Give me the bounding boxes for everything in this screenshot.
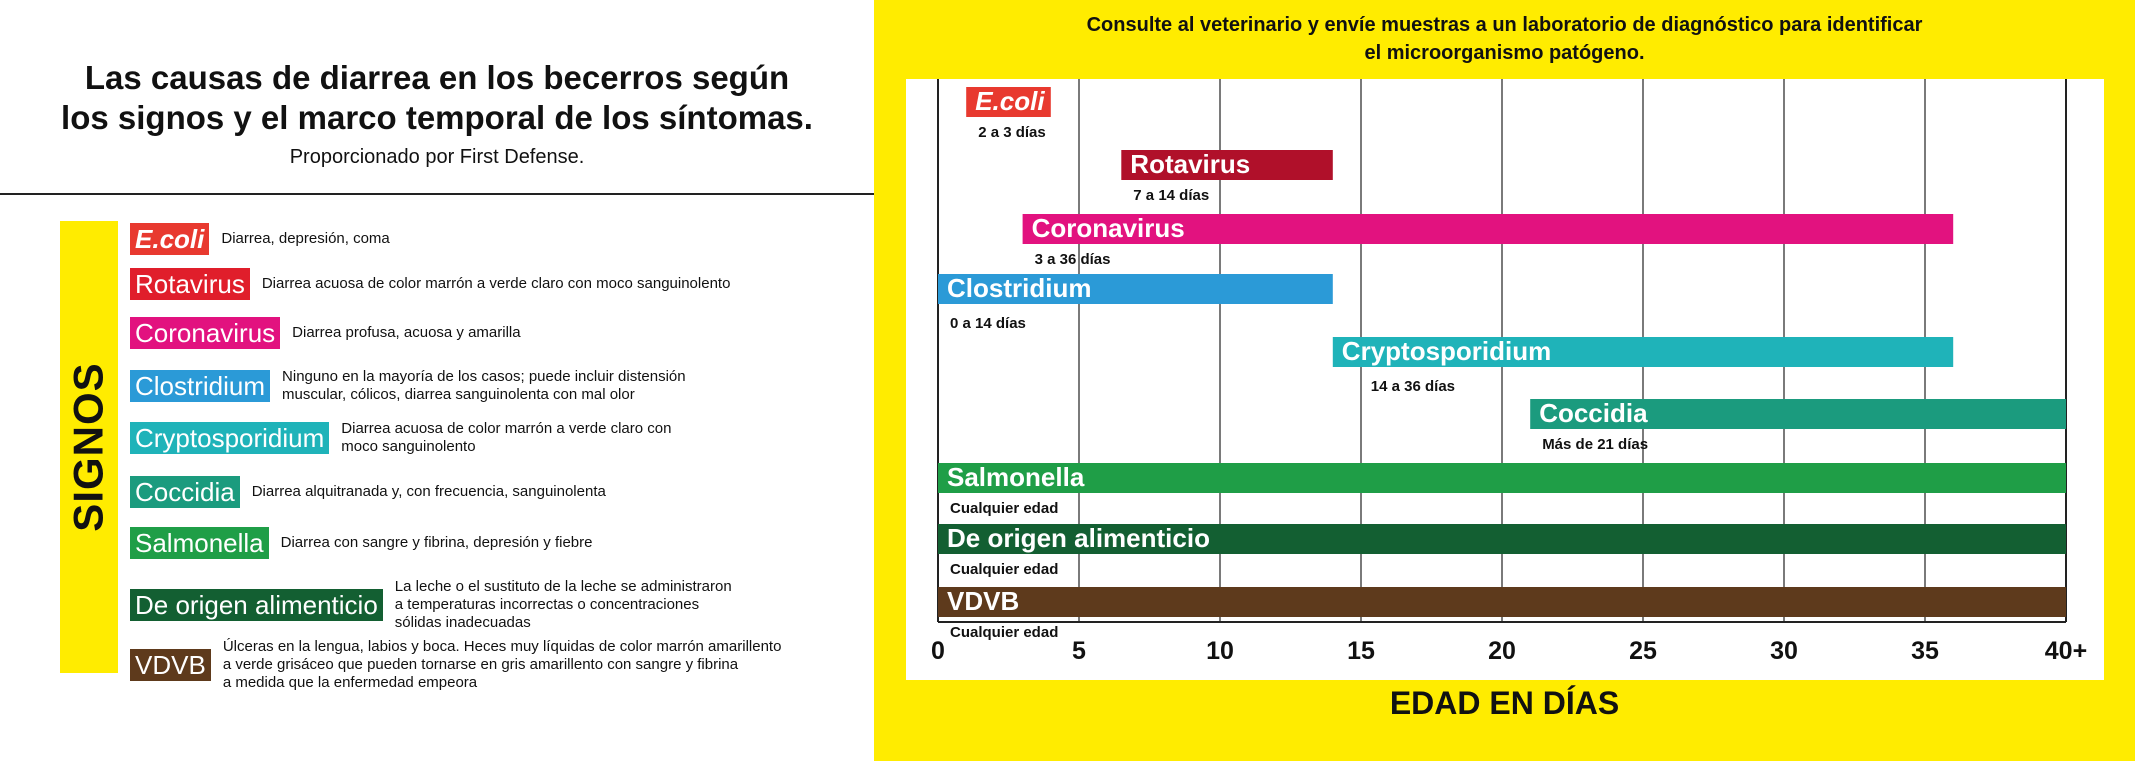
bar-label: Cryptosporidium: [1342, 336, 1551, 366]
bar: [938, 524, 2066, 554]
range-label: 3 a 36 días: [1035, 251, 1111, 268]
legend-sign-line: a temperaturas incorrectas o concentraci…: [394, 596, 700, 613]
title-block: Las causas de diarrea en los becerros se…: [0, 58, 874, 170]
legend-sign: Diarrea acuosa de color marrón a verde c…: [341, 420, 671, 456]
bar-label: Clostridium: [947, 273, 1091, 303]
legend-row: Coccidia Diarrea alquitranada y, con frec…: [130, 476, 606, 508]
legend-tag: Clostridium: [130, 370, 271, 402]
x-tick-label: 25: [1629, 637, 1657, 665]
bar-label: VDVB: [947, 586, 1019, 616]
range-label: 0 a 14 días: [950, 315, 1026, 332]
x-axis-label: EDAD EN DÍAS: [1389, 685, 1620, 721]
bar-label: Coccidia: [1539, 398, 1648, 428]
timeline-chart: E.coli 2 a 3 días Rotavirus 7 a 14 días Coro…: [931, 79, 2087, 665]
legend-row: Coronavirus Diarrea profusa, acuosa y ama…: [130, 317, 521, 349]
chart-panel: Consulte al veterinario y envíe muestras…: [874, 0, 2135, 761]
legend-row: Clostridium Ninguno en la mayoría de los …: [130, 368, 686, 404]
bar: [1022, 214, 1954, 244]
legend-sign: Diarrea con sangre y fibrina, depresión …: [281, 534, 593, 552]
legend-sign-line: Diarrea profusa, acuosa y amarilla: [292, 324, 521, 341]
range-label: 14 a 36 días: [1371, 378, 1455, 395]
range-label: Cualquier edad: [950, 500, 1058, 517]
legend-row: VDVB Úlceras en la lengua, labios y boca.…: [130, 638, 781, 692]
instructions-line-1: Consulte al veterinario y envíe muestras…: [1086, 14, 1923, 36]
bar-label: E.coli: [975, 86, 1045, 116]
x-tick-label: 20: [1488, 637, 1516, 665]
x-tick-label: 10: [1206, 637, 1234, 665]
page-title-line-2: los signos y el marco temporal de los sí…: [61, 99, 813, 136]
x-tick-label: 15: [1347, 637, 1375, 665]
legend-sign-line: Diarrea acuosa de color marrón a verde c…: [341, 420, 672, 437]
bar: [966, 87, 1051, 117]
legend-sign-line: Ninguno en la mayoría de los casos; pued…: [282, 368, 686, 385]
legend-sign-line: Diarrea alquitranada y, con frecuencia, …: [251, 483, 606, 500]
legend-sign-line: a verde grisáceo que pueden tornarse en …: [222, 656, 739, 673]
range-label: Cualquier edad: [950, 624, 1058, 641]
legend-tag: Salmonella: [130, 527, 269, 559]
range-label: 2 a 3 días: [978, 124, 1046, 141]
range-label: Más de 21 días: [1542, 436, 1648, 453]
bar-label: Coronavirus: [1032, 213, 1185, 243]
bar: [938, 274, 1333, 304]
bar-label: Rotavirus: [1130, 149, 1250, 179]
legend-sign-line: Diarrea, depresión, coma: [221, 230, 390, 247]
x-tick-label: 0: [931, 637, 945, 665]
plot-area: E.coli 2 a 3 días Rotavirus 7 a 14 días Coro…: [906, 79, 2104, 680]
legend-tag: De origen alimenticio: [130, 589, 383, 621]
legend-sign-line: La leche o el sustituto de la leche se a…: [394, 578, 732, 595]
instructions-line-2: el microorganismo patógeno.: [1364, 42, 1645, 64]
legend-sign-line: sólidas inadecuadas: [394, 614, 531, 631]
legend-tag: E.coli: [130, 223, 210, 255]
legend-sign: La leche o el sustituto de la leche se a…: [395, 578, 732, 632]
signos-bar: [60, 221, 118, 673]
legend-sign-line: muscular, cólicos, diarrea sanguinolenta…: [282, 386, 635, 403]
page-subtitle: Proporcionado por First Defense.: [289, 146, 585, 168]
bar: [938, 463, 2066, 493]
legend-sign: Ninguno en la mayoría de los casos; pued…: [282, 368, 686, 404]
legend-row: Cryptosporidium Diarrea acuosa de color m…: [130, 420, 671, 456]
legend-sign: Úlceras en la lengua, labios y boca. Hec…: [223, 638, 782, 692]
legend-row: Salmonella Diarrea con sangre y fibrina, …: [130, 527, 592, 559]
signos-label: SIGNOS: [65, 362, 112, 532]
divider: [0, 193, 874, 195]
bar: [938, 587, 2066, 617]
legend-panel: Las causas de diarrea en los becerros se…: [0, 0, 874, 761]
legend-sign: Diarrea, depresión, coma: [221, 230, 389, 248]
legend-sign: Diarrea acuosa de color marrón a verde c…: [262, 275, 731, 293]
bar: [1121, 150, 1333, 180]
range-label: 7 a 14 días: [1133, 187, 1209, 204]
instructions: Consulte al veterinario y envíe muestras…: [874, 11, 2135, 67]
legend-row: Rotavirus Diarrea acuosa de color marrón …: [130, 268, 730, 300]
legend-sign: Diarrea alquitranada y, con frecuencia, …: [252, 483, 606, 501]
legend-tag: Cryptosporidium: [130, 422, 330, 454]
x-tick-label: 30: [1770, 637, 1798, 665]
page-title-line-1: Las causas de diarrea en los becerros se…: [84, 59, 790, 96]
legend-sign: Diarrea profusa, acuosa y amarilla: [292, 324, 520, 342]
x-tick-label: 35: [1911, 637, 1939, 665]
bar-label: Salmonella: [947, 462, 1085, 492]
bar: [1332, 337, 1954, 367]
x-tick-label: 40+: [2045, 637, 2087, 665]
legend-sign-line: Úlceras en la lengua, labios y boca. Hec…: [222, 638, 782, 655]
bar: [1530, 399, 2066, 429]
bar-label: De origen alimenticio: [947, 523, 1210, 553]
legend-tag: Rotavirus: [130, 268, 250, 300]
legend-row: E.coli Diarrea, depresión, coma: [130, 223, 390, 255]
legend-row: De origen alimenticio La leche o el susti…: [130, 578, 732, 632]
legend-sign-line: a medida que la enfermedad empeora: [222, 674, 478, 691]
legend-sign-line: Diarrea con sangre y fibrina, depresión …: [280, 534, 593, 551]
legend-tag: Coccidia: [130, 476, 240, 508]
legend-tag: VDVB: [130, 649, 211, 681]
legend-sign-line: moco sanguinolento: [341, 438, 476, 455]
x-tick-label: 5: [1072, 637, 1086, 665]
legend-tag: Coronavirus: [130, 317, 281, 349]
legend-sign-line: Diarrea acuosa de color marrón a verde c…: [261, 275, 731, 292]
range-label: Cualquier edad: [950, 561, 1058, 578]
